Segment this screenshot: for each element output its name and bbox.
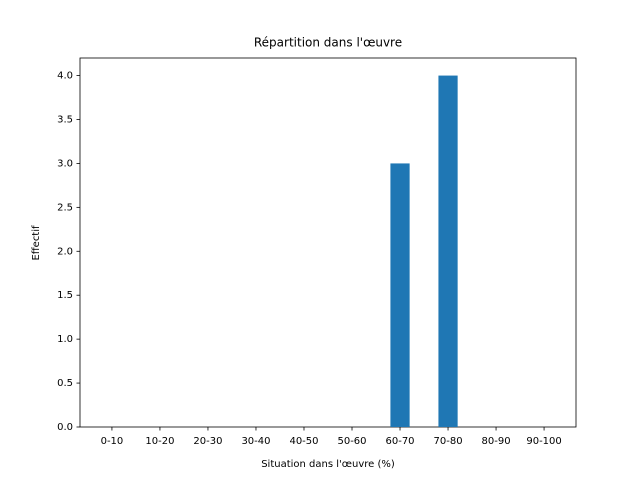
y-tick-label: 0.5 [57, 378, 73, 389]
x-tick-label: 0-10 [101, 436, 124, 447]
x-tick-label: 20-30 [193, 436, 222, 447]
y-axis-label: Effectif [31, 225, 42, 261]
y-tick-label: 1.5 [57, 290, 73, 301]
x-tick-label: 90-100 [526, 436, 561, 447]
x-tick-label: 80-90 [482, 436, 511, 447]
x-tick-label: 30-40 [241, 436, 270, 447]
y-tick-label: 3.5 [57, 115, 73, 126]
x-axis-label: Situation dans l'œuvre (%) [261, 459, 395, 470]
bar [438, 75, 458, 428]
plot-frame [79, 57, 577, 428]
x-tick-label: 70-80 [434, 436, 463, 447]
chart-title: Répartition dans l'œuvre [254, 36, 402, 50]
bar [390, 163, 410, 427]
x-tick-label: 60-70 [385, 436, 414, 447]
x-tick-label: 40-50 [289, 436, 318, 447]
x-tick-label: 10-20 [145, 436, 174, 447]
y-tick-label: 4.0 [57, 71, 73, 82]
x-tick-label: 50-60 [337, 436, 366, 447]
y-tick-label: 1.0 [57, 334, 73, 345]
y-tick-label: 2.5 [57, 202, 73, 213]
y-tick-label: 0.0 [57, 422, 73, 433]
y-tick-label: 3.0 [57, 158, 73, 169]
y-tick-label: 2.0 [57, 246, 73, 257]
